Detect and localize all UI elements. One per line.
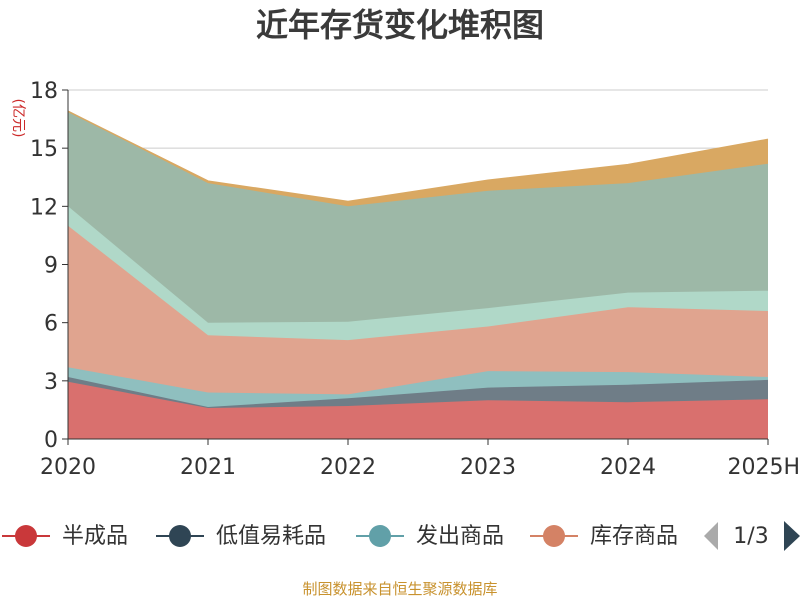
x-tick-label: 2025H [727, 455, 800, 480]
legend-label: 低值易耗品 [216, 524, 326, 549]
area-series-1 [68, 381, 768, 439]
area-series-7 [68, 111, 768, 207]
y-tick-label: 9 [44, 254, 58, 279]
legend-item-3[interactable]: 发出商品 [356, 524, 504, 549]
y-tick-label: 6 [44, 312, 58, 337]
legend-label: 半成品 [62, 524, 128, 549]
area-series-2 [68, 377, 768, 408]
x-tick-label: 2022 [320, 455, 376, 480]
legend-item-1[interactable]: 半成品 [2, 524, 128, 549]
area-series-group [67, 110, 769, 439]
y-tick-label: 18 [30, 79, 58, 104]
y-axis-label: (亿元) [10, 99, 26, 138]
y-tick-label: 0 [44, 428, 58, 453]
legend-pager: 1/3 [704, 521, 800, 551]
legend-marker-circle [15, 525, 37, 547]
x-tick-label: 2023 [460, 455, 516, 480]
area-series-4 [68, 225, 768, 395]
legend-marker-circle [543, 525, 565, 547]
y-tick-label: 15 [30, 137, 58, 162]
y-tick-labels: 0 3 6 9 12 15 18 [30, 79, 58, 453]
x-tick-label: 2020 [40, 455, 96, 480]
legend-prev-arrow-icon[interactable] [704, 522, 718, 550]
legend-label: 库存商品 [590, 524, 678, 549]
area-series-7-edge [67, 110, 769, 203]
y-tick-label: 3 [44, 370, 58, 395]
x-tick-label: 2021 [180, 455, 236, 480]
area-series-5 [68, 206, 768, 341]
x-tick-label: 2024 [600, 455, 656, 480]
legend: 半成品 低值易耗品 发出商品 库存商品 [2, 524, 678, 549]
legend-marker-circle [169, 525, 191, 547]
data-source-note: 制图数据来自恒生聚源数据库 [302, 580, 497, 598]
area-series-6 [68, 111, 768, 323]
y-tick-label: 12 [30, 195, 58, 220]
legend-item-2[interactable]: 低值易耗品 [156, 524, 326, 549]
legend-label: 发出商品 [416, 524, 504, 549]
legend-page-indicator: 1/3 [733, 524, 768, 549]
chart-title: 近年存货变化堆积图 [256, 6, 544, 44]
axes [62, 89, 769, 445]
x-tick-labels: 2020 2021 2022 2023 2024 2025H [40, 455, 800, 480]
legend-marker-circle [369, 525, 391, 547]
area-series-3 [68, 367, 768, 407]
legend-item-4[interactable]: 库存商品 [530, 524, 678, 549]
legend-next-arrow-icon[interactable] [784, 521, 800, 551]
